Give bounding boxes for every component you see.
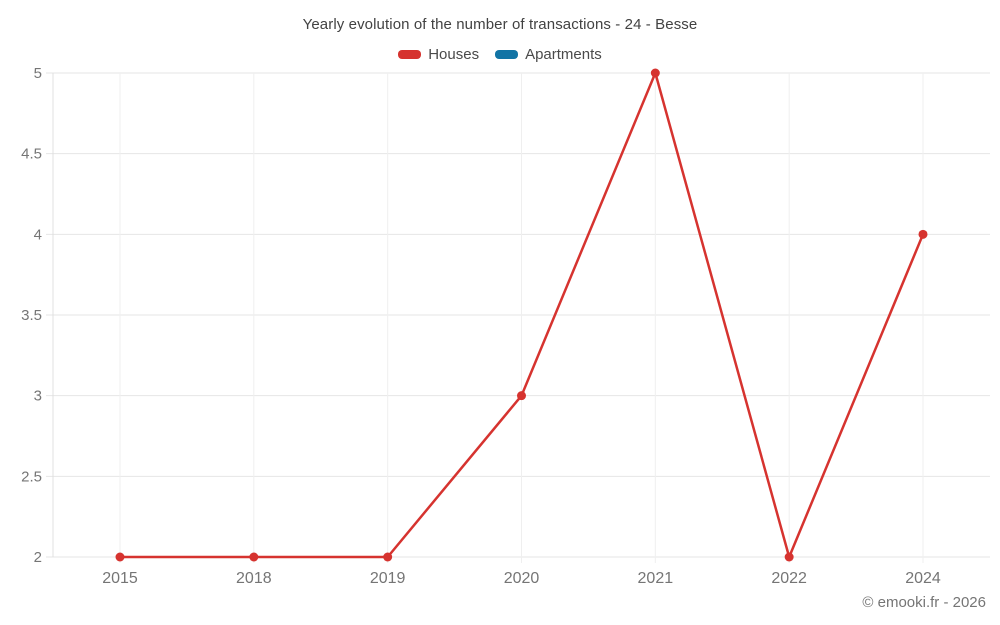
y-tick-label: 2.5 [21, 468, 42, 485]
x-tick-label: 2018 [236, 570, 272, 587]
x-tick-label: 2024 [905, 570, 941, 587]
houses-data-point[interactable] [517, 391, 526, 401]
y-tick-label: 4.5 [21, 146, 42, 163]
y-tick-label: 4 [34, 226, 42, 243]
houses-data-point[interactable] [383, 552, 393, 562]
apartments-legend-swatch [495, 50, 519, 59]
houses-legend-label: Houses [428, 46, 480, 63]
chart-legend: Houses Apartments [0, 46, 1000, 63]
x-tick-label: 2019 [370, 570, 406, 587]
x-tick-label: 2022 [771, 570, 807, 587]
y-tick-label: 3.5 [21, 307, 42, 324]
chart-title: Yearly evolution of the number of transa… [302, 16, 698, 33]
x-tick-label: 2020 [504, 570, 540, 587]
houses-legend-swatch [398, 50, 422, 59]
x-tick-label: 2021 [638, 570, 674, 587]
houses-data-point[interactable] [650, 68, 660, 78]
legend-item-apartments[interactable]: Apartments [495, 46, 602, 63]
y-tick-label: 3 [34, 388, 42, 405]
houses-data-point[interactable] [784, 552, 794, 562]
copyright-footer: © emooki.fr - 2026 [862, 594, 986, 611]
x-tick-label: 2015 [102, 570, 138, 587]
houses-data-point[interactable] [249, 552, 259, 562]
legend-item-houses[interactable]: Houses [398, 46, 479, 63]
houses-data-point[interactable] [918, 229, 928, 239]
apartments-legend-label: Apartments [525, 46, 602, 63]
y-tick-label: 2 [34, 549, 42, 566]
y-tick-label: 5 [34, 65, 42, 82]
houses-data-point[interactable] [115, 552, 125, 562]
